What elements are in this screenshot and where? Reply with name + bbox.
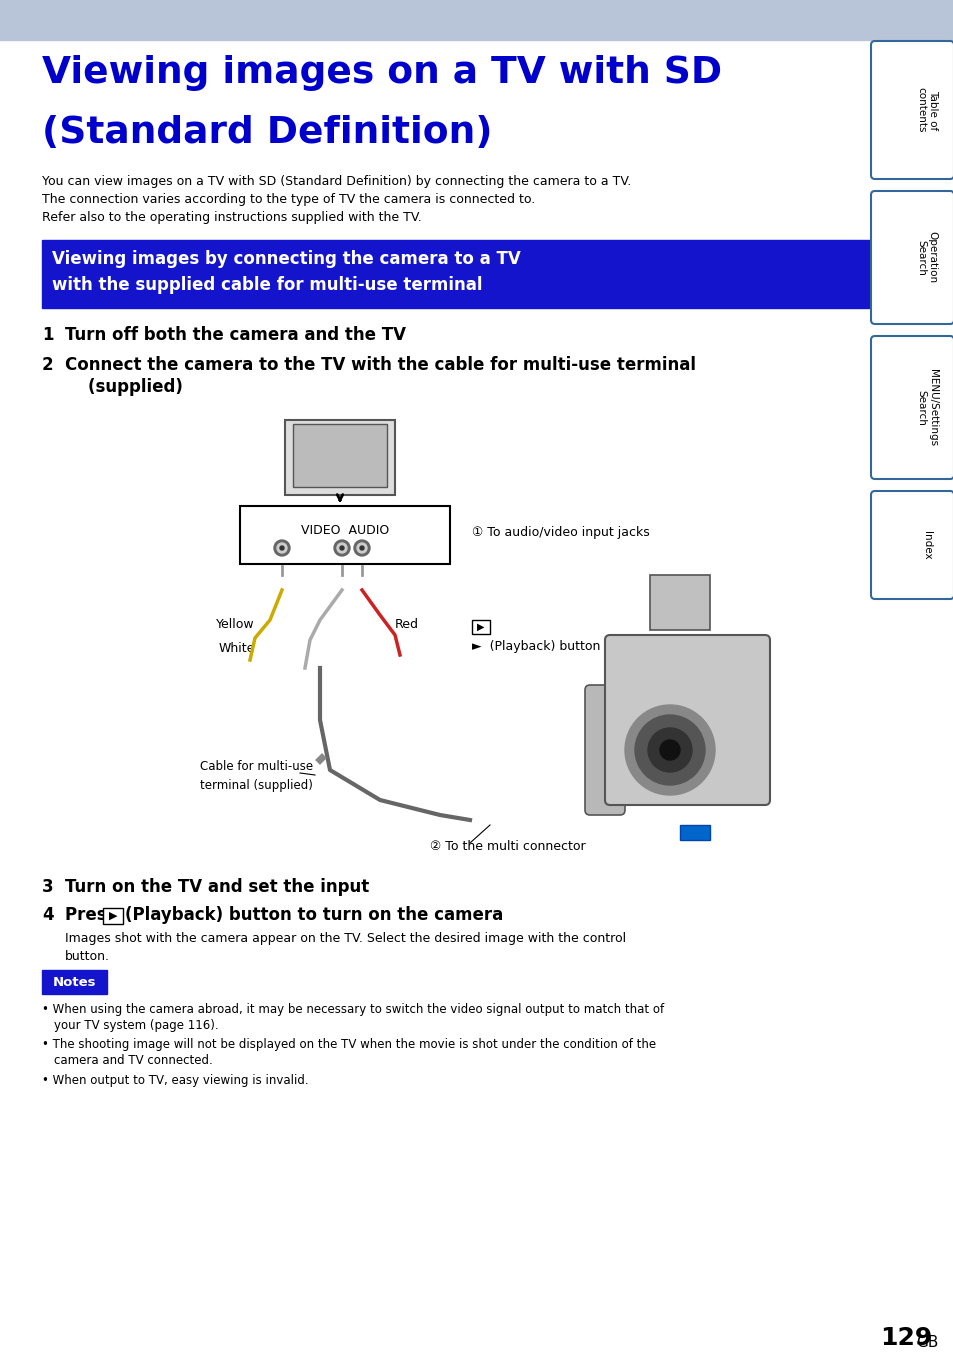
- FancyBboxPatch shape: [870, 192, 953, 324]
- Text: Connect the camera to the TV with the cable for multi-use terminal: Connect the camera to the TV with the ca…: [65, 356, 696, 374]
- Bar: [679, 826, 709, 841]
- Text: 1: 1: [42, 326, 53, 344]
- Circle shape: [280, 546, 284, 550]
- Text: (Standard Definition): (Standard Definition): [42, 115, 492, 151]
- Bar: [0, 0, 953, 40]
- FancyBboxPatch shape: [604, 635, 769, 805]
- Circle shape: [624, 705, 714, 795]
- Text: camera and TV connected.: camera and TV connected.: [54, 1054, 213, 1066]
- Text: 3: 3: [42, 878, 53, 895]
- Text: 129: 129: [879, 1327, 931, 1350]
- Text: • When using the camera abroad, it may be necessary to switch the video signal o: • When using the camera abroad, it may b…: [42, 1003, 663, 1016]
- Circle shape: [356, 543, 367, 553]
- Text: Table of
contents: Table of contents: [915, 88, 937, 133]
- FancyBboxPatch shape: [870, 335, 953, 479]
- Text: your TV system (page 116).: your TV system (page 116).: [54, 1019, 218, 1032]
- FancyBboxPatch shape: [870, 41, 953, 179]
- Bar: [293, 424, 387, 487]
- FancyBboxPatch shape: [584, 684, 624, 815]
- Text: Yellow: Yellow: [216, 617, 254, 631]
- Circle shape: [659, 741, 679, 760]
- Circle shape: [339, 546, 344, 550]
- Text: button.: button.: [65, 950, 110, 962]
- Circle shape: [647, 728, 691, 772]
- Text: Turn off both the camera and the TV: Turn off both the camera and the TV: [65, 326, 406, 344]
- Circle shape: [336, 543, 347, 553]
- Text: The connection varies according to the type of TV the camera is connected to.: The connection varies according to the t…: [42, 193, 535, 205]
- Text: Viewing images on a TV with SD: Viewing images on a TV with SD: [42, 55, 721, 90]
- Text: 4: 4: [42, 906, 53, 924]
- Bar: [285, 420, 395, 496]
- Text: ►  (Playback) button: ► (Playback) button: [472, 639, 599, 653]
- Text: MENU/Settings
Search: MENU/Settings Search: [915, 368, 937, 446]
- Bar: [649, 575, 709, 630]
- Text: ② To the multi connector: ② To the multi connector: [430, 841, 585, 853]
- Circle shape: [354, 539, 370, 556]
- Text: • The shooting image will not be displayed on the TV when the movie is shot unde: • The shooting image will not be display…: [42, 1038, 656, 1051]
- Text: Press: Press: [65, 906, 122, 924]
- Circle shape: [276, 543, 287, 553]
- Text: Notes: Notes: [53, 976, 96, 988]
- Circle shape: [334, 539, 350, 556]
- Bar: [103, 908, 123, 924]
- Circle shape: [274, 539, 290, 556]
- Text: Cable for multi-use
terminal (supplied): Cable for multi-use terminal (supplied): [200, 760, 313, 793]
- Text: Turn on the TV and set the input: Turn on the TV and set the input: [65, 878, 369, 895]
- Text: ▶: ▶: [476, 622, 484, 632]
- Bar: [240, 507, 450, 564]
- Text: with the supplied cable for multi-use terminal: with the supplied cable for multi-use te…: [52, 277, 482, 294]
- Text: 2: 2: [42, 356, 53, 374]
- Text: (Playback) button to turn on the camera: (Playback) button to turn on the camera: [125, 906, 503, 924]
- Text: Operation
Search: Operation Search: [915, 231, 937, 283]
- Text: GB: GB: [915, 1335, 938, 1350]
- Bar: [42, 971, 107, 994]
- Circle shape: [635, 715, 704, 784]
- Text: Red: Red: [395, 617, 418, 631]
- Bar: [42, 240, 874, 308]
- Text: ① To audio/video input jacks: ① To audio/video input jacks: [472, 526, 649, 539]
- Text: Viewing images by connecting the camera to a TV: Viewing images by connecting the camera …: [52, 251, 520, 268]
- Text: Index: Index: [921, 531, 931, 560]
- Text: ▶: ▶: [109, 910, 117, 921]
- Text: (supplied): (supplied): [65, 378, 183, 396]
- Text: VIDEO  AUDIO: VIDEO AUDIO: [300, 524, 389, 537]
- Text: Refer also to the operating instructions supplied with the TV.: Refer also to the operating instructions…: [42, 211, 421, 225]
- Text: • When output to TV, easy viewing is invalid.: • When output to TV, easy viewing is inv…: [42, 1075, 309, 1087]
- Text: Images shot with the camera appear on the TV. Select the desired image with the : Images shot with the camera appear on th…: [65, 932, 625, 945]
- Circle shape: [359, 546, 364, 550]
- FancyBboxPatch shape: [870, 491, 953, 600]
- Bar: [472, 620, 490, 634]
- Text: You can view images on a TV with SD (Standard Definition) by connecting the came: You can view images on a TV with SD (Sta…: [42, 175, 631, 188]
- Text: White: White: [218, 642, 254, 654]
